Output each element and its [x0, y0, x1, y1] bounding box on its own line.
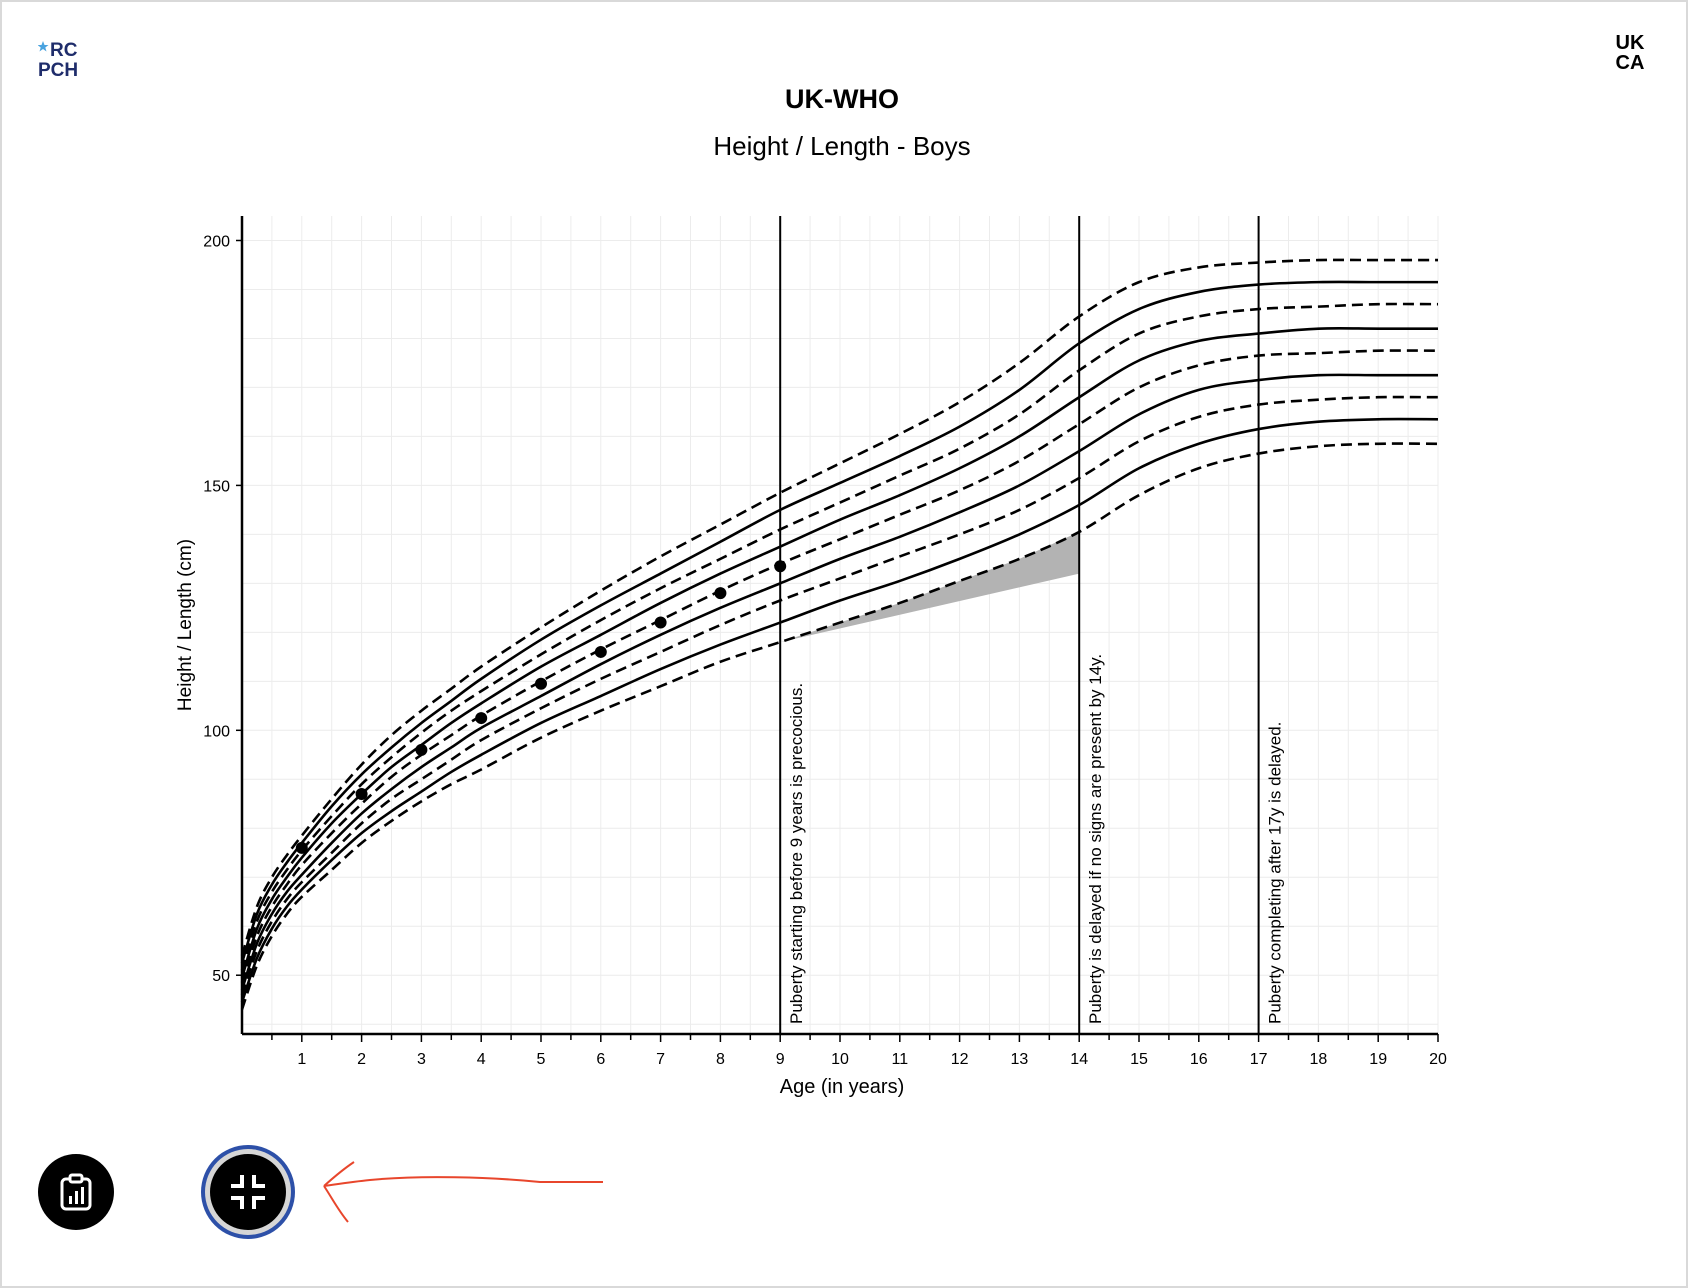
- x-tick-label: 12: [951, 1051, 969, 1068]
- star-icon: [38, 41, 49, 52]
- plot-area: Puberty starting before 9 years is preco…: [203, 216, 1447, 1068]
- chart-subtitle: Height / Length - Boys: [713, 131, 970, 161]
- x-tick-label: 3: [417, 1051, 426, 1068]
- measurement-point: [355, 787, 368, 800]
- svg-text:UK: UK: [1616, 32, 1645, 54]
- x-tick-label: 20: [1429, 1051, 1447, 1068]
- measurement-point: [475, 712, 488, 725]
- y-tick-label: 150: [203, 478, 230, 495]
- x-tick-label: 9: [776, 1051, 785, 1068]
- chart-title: UK-WHO: [785, 84, 899, 114]
- centile-line: [240, 280, 1438, 964]
- shaded-region: [780, 531, 1080, 643]
- exit-fullscreen-icon: [231, 1175, 265, 1209]
- svg-text:CA: CA: [1616, 52, 1645, 72]
- report-button[interactable]: [38, 1154, 114, 1230]
- annotation-arrow: [323, 1161, 603, 1223]
- reference-line-label: Puberty is delayed if no signs are prese…: [1086, 654, 1105, 1024]
- x-tick-label: 14: [1070, 1051, 1088, 1068]
- x-tick-label: 2: [357, 1051, 366, 1068]
- measurement-point: [594, 645, 607, 658]
- svg-text:PCH: PCH: [38, 60, 78, 80]
- measurement-point: [654, 616, 667, 629]
- x-tick-label: 11: [891, 1051, 908, 1068]
- x-tick-label: 4: [477, 1051, 486, 1068]
- measurement-point: [714, 587, 727, 600]
- x-tick-label: 17: [1250, 1051, 1268, 1068]
- x-tick-label: 7: [656, 1051, 665, 1068]
- svg-text:RC: RC: [50, 40, 78, 61]
- x-tick-label: 15: [1130, 1051, 1148, 1068]
- rcpch-logo: RC PCH: [38, 40, 78, 80]
- centile-line-dashed: [240, 302, 1439, 971]
- centile-line-dashed: [240, 258, 1438, 957]
- y-axis-label: Height / Length (cm): [175, 539, 196, 711]
- x-axis-label: Age (in years): [780, 1076, 905, 1098]
- x-tick-label: 13: [1011, 1051, 1029, 1068]
- x-tick-label: 8: [716, 1051, 725, 1068]
- centile-line: [240, 417, 1439, 1003]
- y-tick-label: 200: [203, 233, 230, 250]
- measurement-point: [535, 677, 547, 690]
- x-tick-label: 16: [1190, 1051, 1208, 1068]
- centile-line-dashed: [240, 349, 1439, 983]
- x-tick-label: 19: [1369, 1051, 1387, 1068]
- clipboard-chart-icon: [60, 1173, 92, 1211]
- centile-line-dashed: [240, 442, 1439, 1010]
- measurement-point: [774, 560, 787, 573]
- y-tick-label: 100: [203, 723, 230, 740]
- x-tick-label: 5: [537, 1051, 546, 1068]
- reference-line-label: Puberty completing after 17y is delayed.: [1266, 722, 1285, 1024]
- x-tick-label: 18: [1310, 1051, 1328, 1068]
- centile-line: [240, 326, 1438, 979]
- measurement-point: [295, 841, 308, 854]
- centile-line-dashed: [240, 395, 1439, 996]
- x-tick-label: 1: [297, 1051, 306, 1068]
- x-tick-label: 10: [831, 1051, 849, 1068]
- exit-fullscreen-button[interactable]: [210, 1154, 286, 1230]
- x-tick-label: 6: [596, 1051, 605, 1068]
- reference-line-label: Puberty starting before 9 years is preco…: [787, 683, 806, 1024]
- measurement-point: [415, 743, 428, 756]
- centile-line: [240, 373, 1438, 991]
- ukca-mark: UK CA: [1616, 32, 1645, 72]
- y-tick-label: 50: [212, 968, 230, 985]
